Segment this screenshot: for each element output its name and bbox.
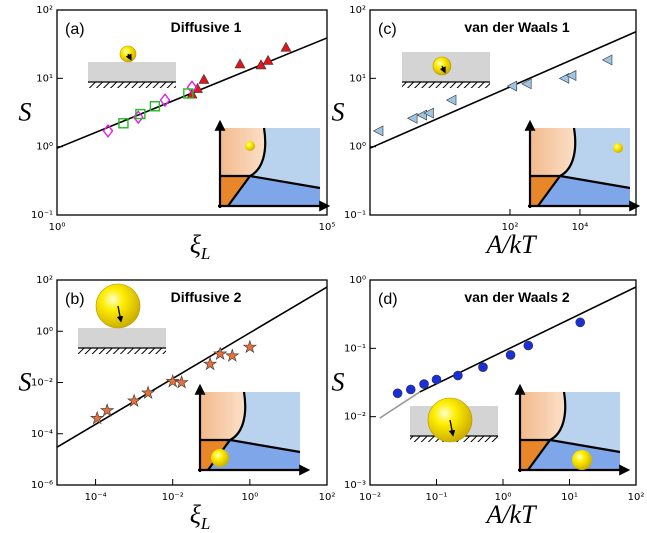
x-tick-label: 10⁻²: [359, 492, 381, 503]
panel: 10⁻⁴ 10⁻² 10⁰ 10² 10⁻⁶ 10⁻⁴ 10⁻² 10⁰ 10² (b) Diffu…: [19, 275, 336, 533]
x-axis-label: A/kT: [484, 500, 537, 529]
panel-title: van der Waals 2: [464, 289, 570, 305]
x-tick-label: 10⁰: [241, 492, 258, 503]
y-tick-label: 10⁰: [36, 142, 53, 153]
hatched-wall: [88, 82, 176, 88]
particle: [211, 449, 229, 467]
y-axis-label: S: [332, 368, 345, 397]
figure: 10⁰10⁵10⁻¹10⁰10¹10²(a)Diffusive 1SξL10⁻⁴…: [0, 0, 647, 533]
y-tick-label: 10²: [349, 5, 366, 16]
y-tick-label: 10⁻⁶: [31, 480, 53, 491]
x-axis-label: ξL: [190, 500, 211, 533]
y-tick-label: 10²: [36, 275, 53, 286]
x-tick-label: 10⁰: [49, 222, 66, 233]
x-tick-label: 10²: [319, 492, 336, 503]
particle: [572, 450, 592, 470]
x-tick-label: 10⁻⁴: [85, 492, 107, 503]
substrate-block: [88, 62, 176, 82]
particle: [613, 143, 623, 153]
phase-diagram: [198, 386, 308, 472]
y-tick-label: 10²: [36, 5, 53, 16]
particle: [245, 141, 255, 151]
marker-circle: [453, 371, 462, 380]
substrate-block: [78, 328, 166, 348]
y-tick-label: 10¹: [36, 73, 53, 84]
y-tick-label: 10¹: [349, 73, 366, 84]
marker-circle: [393, 389, 402, 398]
x-tick-label: 10⁴: [572, 222, 589, 233]
y-tick-label: 10⁻⁴: [31, 429, 53, 440]
x-tick-label: 10⁻²: [162, 492, 184, 503]
panel-title: Diffusive 2: [171, 289, 242, 305]
hatched-wall: [78, 348, 166, 354]
panel: 10⁻²10⁻¹10⁰10¹10²10⁻³10⁻²10⁻¹10⁰(d)van d…: [332, 275, 645, 529]
phase-diagram: [528, 122, 638, 208]
panel-title: Diffusive 1: [171, 19, 242, 35]
marker-circle: [432, 375, 441, 384]
marker-circle: [478, 363, 487, 372]
phase-diagram: [218, 122, 328, 208]
marker-circle: [524, 341, 533, 350]
y-tick-label: 10⁰: [349, 275, 366, 286]
y-tick-label: 10⁻³: [344, 480, 366, 491]
y-tick-label: 10⁻¹: [344, 343, 366, 354]
y-axis-label: S: [332, 98, 345, 127]
y-tick-label: 10⁻¹: [344, 210, 366, 221]
x-axis-label: ξL: [190, 230, 211, 263]
y-axis-label: S: [19, 98, 32, 127]
phase-diagram: [518, 386, 628, 472]
x-tick-label: 10⁻¹: [425, 492, 447, 503]
y-tick-label: 10⁻²: [31, 378, 53, 389]
y-tick-label: 10⁻¹: [31, 210, 53, 221]
panel-title: van der Waals 1: [464, 19, 570, 35]
hatched-wall: [402, 82, 490, 88]
marker-circle: [406, 385, 415, 394]
panel-label: (c): [378, 21, 397, 38]
panel-label: (b): [65, 291, 85, 308]
y-tick-label: 10⁰: [349, 142, 366, 153]
y-tick-label: 10⁻²: [344, 412, 366, 423]
y-axis-label: S: [19, 368, 32, 397]
x-tick-label: 10⁵: [319, 222, 336, 233]
y-tick-label: 10⁰: [36, 326, 53, 337]
x-tick-label: 10¹: [561, 492, 578, 503]
marker-circle: [506, 350, 515, 359]
panel-label: (d): [378, 291, 398, 308]
x-axis-label: A/kT: [484, 230, 537, 259]
x-tick-label: 10²: [628, 492, 645, 503]
marker-circle: [420, 380, 429, 389]
marker-circle: [576, 318, 585, 327]
panel-label: (a): [65, 21, 85, 38]
